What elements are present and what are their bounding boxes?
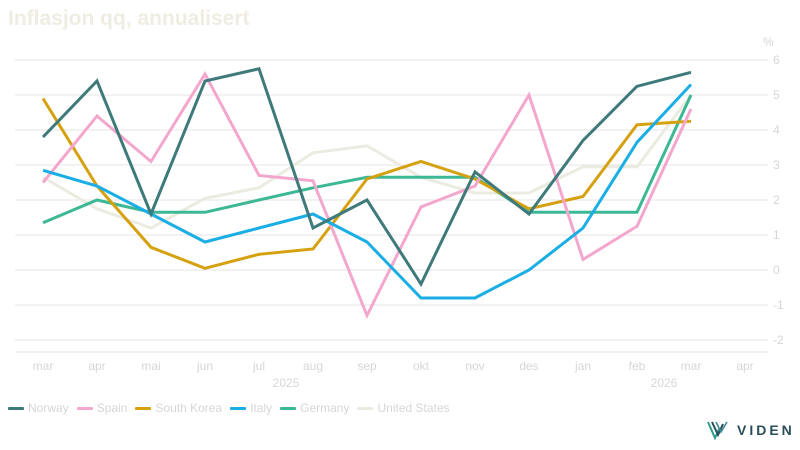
y-tick-label: 1	[773, 228, 780, 242]
x-tick-label: apr	[736, 359, 753, 373]
x-tick-label: feb	[629, 359, 646, 373]
legend-swatch	[8, 406, 24, 410]
series-line-germany	[42, 94, 693, 225]
legend-item-spain: Spain	[76, 401, 128, 415]
x-tick-label: mar	[33, 359, 54, 373]
viden-logo: VIDEN	[707, 420, 795, 440]
viden-logo-icon	[707, 421, 728, 440]
y-tick-label: 5	[773, 88, 780, 102]
x-axis-year-labels: 2025 2026	[273, 376, 678, 390]
legend-item-south-korea: South Korea	[135, 401, 222, 415]
legend-swatch	[357, 406, 374, 410]
legend-swatch	[280, 406, 297, 410]
x-tick-label: jul	[252, 359, 265, 373]
y-tick-label: 3	[773, 158, 780, 172]
legend: Norway Spain South Korea Italy Germany United…	[8, 401, 450, 415]
series-line-spain	[41, 70, 693, 320]
chart-title: Inflasjon qq, annualisert	[8, 7, 250, 30]
viden-logo-text: VIDEN	[737, 422, 795, 438]
y-tick-label: 0	[773, 263, 780, 277]
x-tick-label: nov	[465, 359, 484, 373]
legend-swatch	[230, 406, 247, 410]
x-axis-ticks: mar apr mai jun jul aug sep okt nov des jan feb mar a…	[33, 359, 754, 373]
x-tick-label: okt	[413, 359, 430, 373]
series-line-norway	[41, 67, 692, 288]
legend-swatch	[76, 406, 93, 410]
grid-lines	[15, 59, 768, 353]
y-tick-label: 4	[773, 123, 780, 137]
y-tick-label: -2	[773, 333, 784, 347]
y-tick-label: -1	[773, 298, 784, 312]
y-axis-unit-label: %	[763, 35, 774, 49]
x-tick-label: jun	[196, 359, 213, 373]
legend-item-united-states: United States	[357, 401, 450, 415]
x-tick-label: mar	[681, 359, 702, 373]
y-tick-label: 6	[773, 53, 780, 67]
series-line-united-states	[42, 94, 693, 230]
x-tick-label: apr	[88, 359, 105, 373]
year-label: 2026	[651, 376, 678, 390]
legend-label: Spain	[96, 401, 128, 415]
legend-item-germany: Germany	[280, 401, 349, 415]
legend-swatch	[135, 406, 152, 410]
x-tick-label: aug	[303, 359, 323, 373]
x-tick-label: des	[519, 359, 538, 373]
legend-label: South Korea	[155, 401, 223, 415]
x-tick-label: mai	[141, 359, 160, 373]
x-tick-label: jan	[574, 359, 591, 373]
x-tick-label: sep	[357, 359, 377, 373]
legend-label: Norway	[28, 401, 69, 415]
legend-label: United States	[377, 401, 450, 415]
legend-item-italy: Italy	[230, 401, 272, 415]
year-label: 2025	[273, 376, 300, 390]
series-lines	[41, 67, 693, 320]
y-tick-label: 2	[773, 193, 780, 207]
y-axis-ticks: -2 -1 0 1 2 3 4 5 6	[773, 53, 784, 347]
series-line-south-korea	[41, 97, 692, 270]
legend-label: Italy	[250, 401, 273, 415]
legend-label: Germany	[300, 401, 350, 415]
legend-item-norway: Norway	[8, 401, 69, 415]
